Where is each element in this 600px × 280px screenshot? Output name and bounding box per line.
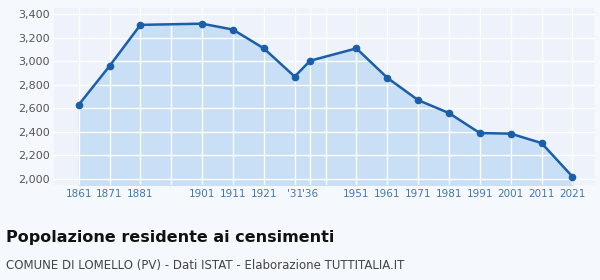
Text: Popolazione residente ai censimenti: Popolazione residente ai censimenti — [6, 230, 334, 245]
Text: COMUNE DI LOMELLO (PV) - Dati ISTAT - Elaborazione TUTTITALIA.IT: COMUNE DI LOMELLO (PV) - Dati ISTAT - El… — [6, 259, 404, 272]
